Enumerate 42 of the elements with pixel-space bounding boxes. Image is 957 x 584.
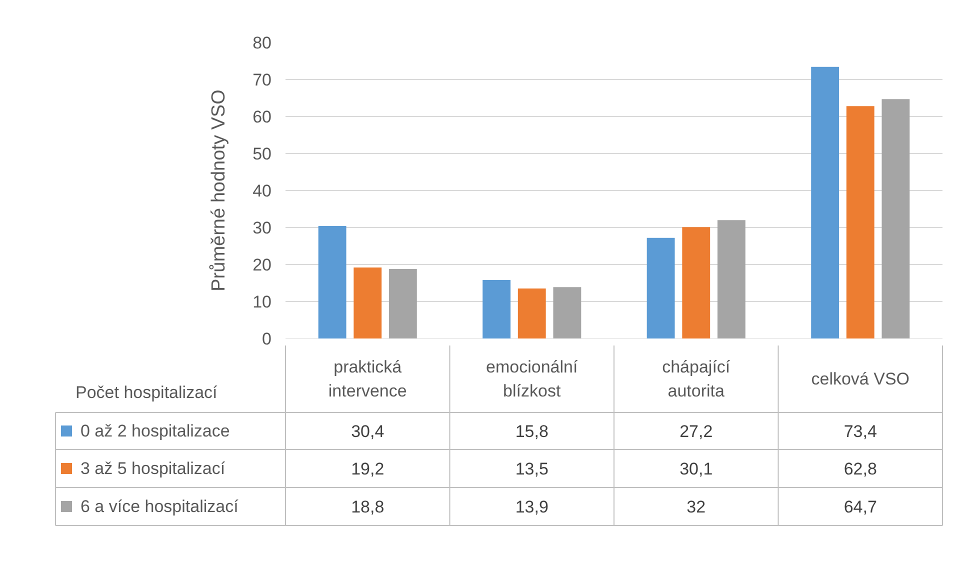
data-label: 13,9 [515, 498, 548, 516]
y-tick-label: 40 [252, 182, 272, 200]
x-tick-label: chápající autorita [662, 358, 730, 400]
legend-title: Počet hospitalizací [76, 383, 218, 402]
bar [388, 268, 417, 338]
data-label: 19,2 [351, 460, 384, 478]
data-label: 62,8 [844, 460, 877, 478]
data-label: 27,2 [680, 422, 713, 441]
legend-label: 0 až 2 hospitalizace [80, 422, 230, 440]
data-label: 18,8 [351, 498, 384, 516]
data-label: 30,1 [680, 460, 713, 478]
x-tick-label: praktická intervence [328, 358, 407, 400]
bar [482, 280, 511, 338]
bar [682, 227, 710, 338]
bar [811, 66, 840, 338]
data-label: 32 [686, 498, 706, 516]
x-tick-label: emocionální blízkost [486, 358, 578, 400]
bar [318, 226, 346, 338]
data-label: 64,7 [844, 498, 877, 516]
legend-label: 6 a více hospitalizací [80, 497, 239, 516]
bar [717, 220, 746, 338]
y-tick-label: 20 [252, 256, 272, 274]
data-label: 30,4 [351, 422, 384, 441]
bar [553, 287, 582, 338]
x-tick-label: celková VSO [811, 370, 910, 388]
bar [882, 99, 910, 338]
data-label: 13,5 [515, 460, 548, 478]
legend-label: 3 až 5 hospitalizací [80, 459, 226, 478]
data-label: 73,4 [844, 422, 877, 441]
y-tick-label: 80 [252, 34, 272, 52]
y-tick-label: 60 [252, 108, 272, 126]
y-axis-title: Průměrné hodnoty VSO [208, 90, 230, 292]
y-tick-label: 70 [252, 70, 272, 90]
bar [646, 238, 675, 338]
bar [846, 106, 874, 338]
y-tick-label: 10 [252, 292, 272, 312]
bar [354, 267, 382, 338]
bar [518, 288, 546, 338]
y-tick-label: 0 [262, 330, 272, 348]
data-label: 15,8 [515, 422, 548, 441]
y-tick-label: 30 [252, 218, 272, 238]
y-tick-label: 50 [252, 144, 272, 164]
